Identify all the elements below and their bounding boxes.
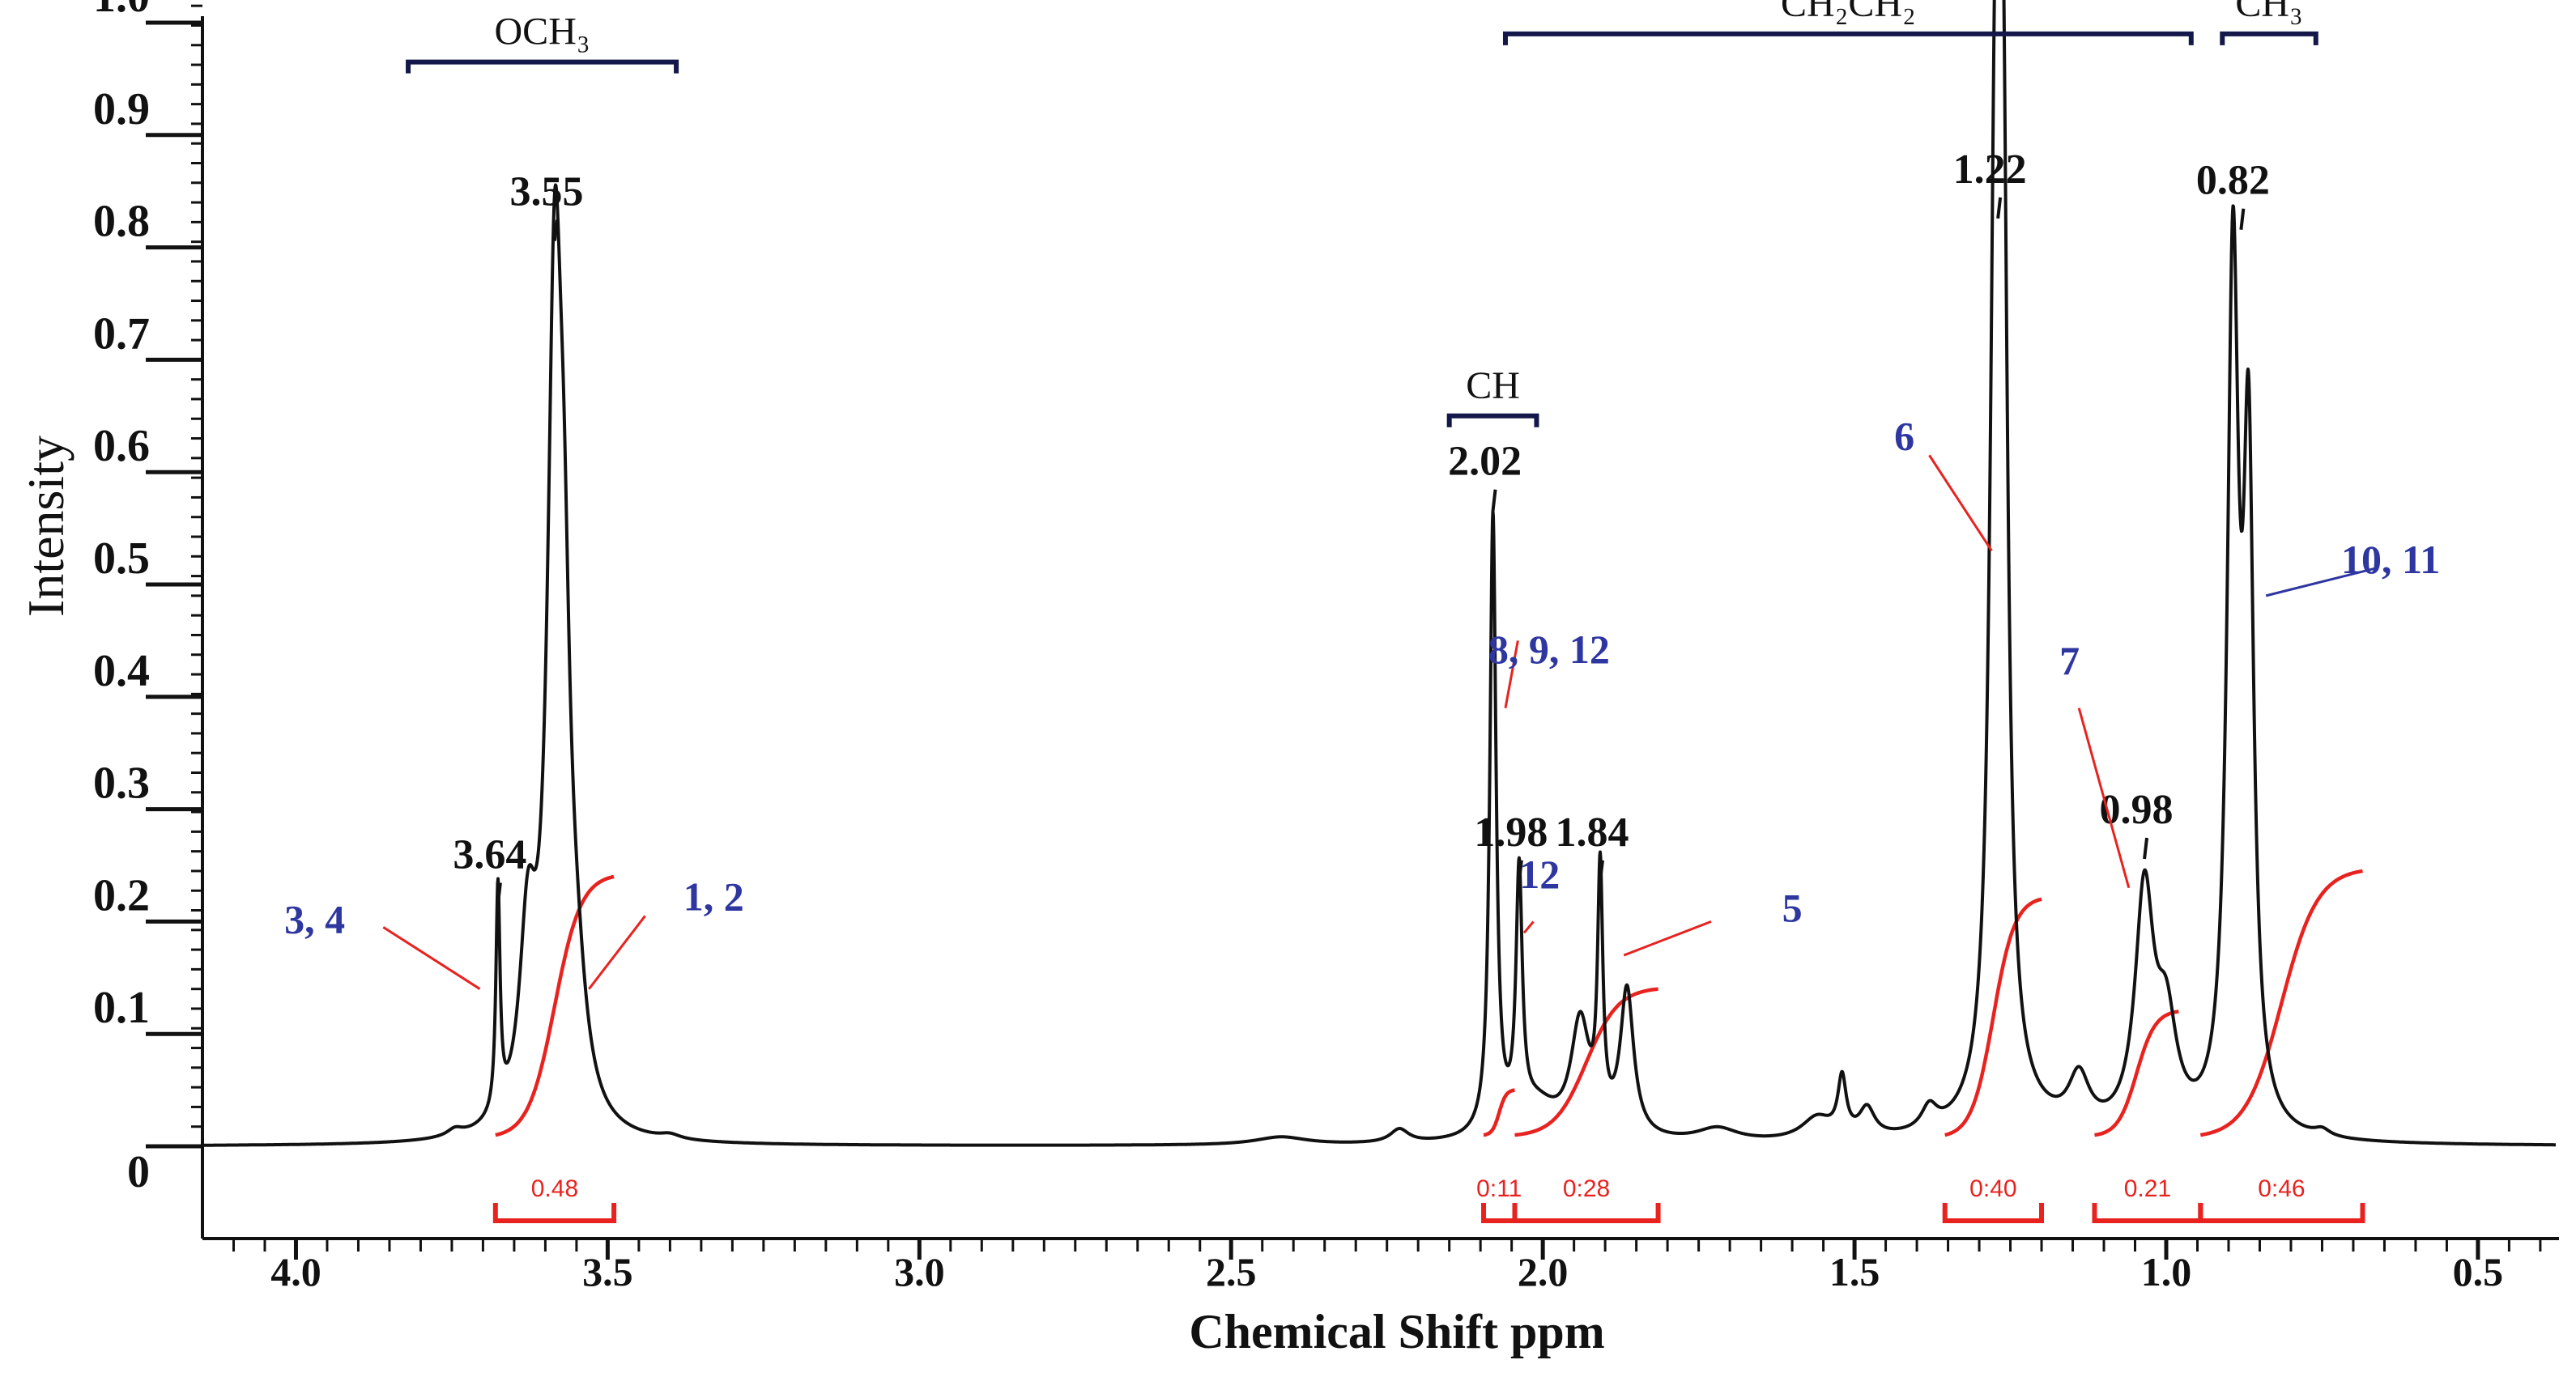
y-tick-label: 0.1 <box>93 983 150 1033</box>
integral-value: 0:11 <box>1476 1175 1522 1202</box>
group-bracket <box>2220 31 2318 45</box>
integral-value: 0.48 <box>531 1175 578 1202</box>
y-tick-label: 0.4 <box>93 646 150 696</box>
y-tick-label: 1.0 <box>93 0 150 22</box>
x-tick-label: 0.5 <box>2453 1249 2504 1294</box>
group-label: CH₃ <box>2235 0 2302 25</box>
assignment-leader <box>382 926 481 990</box>
assignment-label: 3, 4 <box>284 896 345 941</box>
x-tick-label: 2.5 <box>1206 1249 1257 1294</box>
integral-bracket <box>1481 1203 1518 1223</box>
y-tick-label: 0.7 <box>93 308 150 359</box>
peak-marker <box>2239 208 2246 230</box>
y-tick-label: 0.6 <box>93 421 150 471</box>
group-bracket <box>406 59 679 74</box>
integral-value: 0.21 <box>2124 1175 2171 1202</box>
peak-marker <box>1491 489 1497 511</box>
peak-label: 3.55 <box>509 169 583 215</box>
peak-marker <box>552 219 559 241</box>
y-tick-label: 0.9 <box>93 84 150 134</box>
x-tick-label: 3.5 <box>582 1249 633 1294</box>
assignment-label: 8, 9, 12 <box>1488 627 1610 672</box>
annotations: OCH₃ CH CH₂CH₂ CH₃ 3.55 3.64 2.02 1.98 1.84 1.22 0… <box>284 0 2440 990</box>
x-tick-label: 1.0 <box>2141 1249 2192 1294</box>
x-tick-label: 3.0 <box>894 1249 945 1294</box>
assignment-label: 12 <box>1519 852 1560 897</box>
peak-marker <box>2143 837 2149 860</box>
assignment-leader <box>1504 640 1519 708</box>
y-axis-label: Intensity <box>17 436 75 617</box>
peak-marker <box>496 882 502 904</box>
y-tick-label: 0.8 <box>93 197 150 247</box>
y-tick-label: 0.5 <box>93 533 150 584</box>
integral-value: 0:28 <box>1563 1175 1610 1202</box>
integral-bracket <box>2198 1203 2365 1223</box>
assignment-label: 7 <box>2059 638 2080 683</box>
group-label: OCH₃ <box>495 11 590 53</box>
group-label: CH <box>1466 364 1520 407</box>
y-tick-label: 0.3 <box>93 759 150 809</box>
assignment-label: 1, 2 <box>683 874 744 920</box>
assignment-leader <box>2265 566 2379 597</box>
peak-label: 2.02 <box>1448 439 1522 485</box>
integral-bracket <box>1512 1203 1661 1223</box>
integral-curves: 0.48 0:11 0:28 0:40 0.21 0:46 <box>492 869 2365 1223</box>
x-tick-label: 1.5 <box>1829 1249 1880 1294</box>
peak-label: 1.98 <box>1474 810 1548 856</box>
integral-value: 0:46 <box>2258 1175 2305 1202</box>
assignment-leader <box>1522 920 1535 934</box>
x-axis-label: Chemical Shift ppm <box>1189 1305 1604 1358</box>
x-tick-label: 4.0 <box>270 1249 321 1294</box>
integral-bracket <box>1942 1203 2045 1223</box>
assignment-leader <box>1928 454 1993 552</box>
group-bracket <box>1502 31 2194 45</box>
x-tick-label: 2.0 <box>1518 1249 1569 1294</box>
integral-bracket <box>492 1203 617 1223</box>
integral-value: 0:40 <box>1969 1175 2016 1202</box>
peak-label: 1.84 <box>1555 810 1629 856</box>
peak-label: 1.22 <box>1953 147 2027 193</box>
assignment-leader <box>2077 708 2131 889</box>
integral-curve <box>1944 897 2042 1137</box>
y-tick-label: 0 <box>127 1147 150 1197</box>
peak-marker <box>1996 197 2003 219</box>
y-tick-label: 0.2 <box>93 870 150 920</box>
assignment-leader <box>588 915 646 990</box>
group-label: CH₂CH₂ <box>1781 0 1916 25</box>
integral-curve <box>1483 1088 1515 1137</box>
assignment-label: 6 <box>1894 413 1914 458</box>
integral-curve <box>1514 987 1658 1137</box>
peak-marker <box>1598 860 1604 882</box>
group-bracket <box>1446 413 1539 427</box>
integral-curve <box>495 874 615 1137</box>
assignment-label: 5 <box>1782 885 1803 930</box>
integral-curve <box>2094 1009 2179 1137</box>
peak-label: 3.64 <box>453 832 526 878</box>
peak-label: 0.82 <box>2196 158 2270 204</box>
assignment-leader <box>1623 920 1712 957</box>
integral-bracket <box>2092 1203 2203 1223</box>
assignment-label: 10, 11 <box>2341 537 2440 582</box>
spectrum-line <box>202 0 2557 1147</box>
peak-marker <box>1517 860 1523 882</box>
integral-curve <box>2199 869 2363 1137</box>
axes: 0 0.1 0.2 0.3 0.4 0.5 0.6 0.7 0.8 0.9 1.0 4.0 3.5 3.0… <box>93 0 2559 1294</box>
